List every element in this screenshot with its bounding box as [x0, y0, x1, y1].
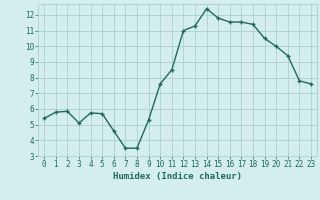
X-axis label: Humidex (Indice chaleur): Humidex (Indice chaleur) — [113, 172, 242, 181]
